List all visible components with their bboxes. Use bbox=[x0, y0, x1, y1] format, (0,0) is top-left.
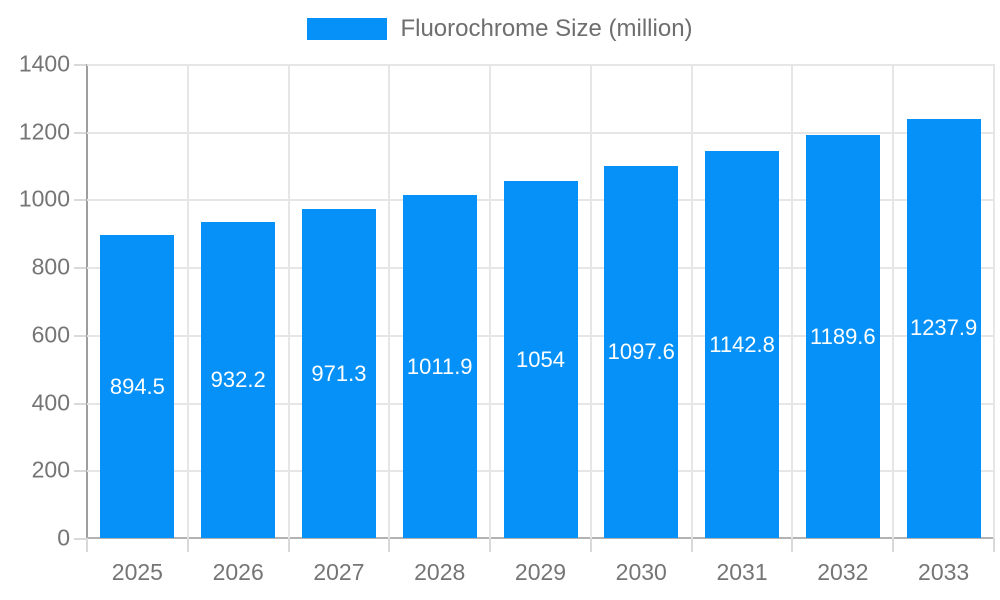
y-axis-line bbox=[86, 64, 88, 552]
y-tick bbox=[74, 131, 86, 134]
x-tick bbox=[791, 538, 794, 552]
x-tick bbox=[690, 538, 693, 552]
y-tick bbox=[74, 470, 86, 473]
x-tick bbox=[86, 538, 88, 552]
x-tick bbox=[287, 538, 290, 552]
y-axis-tick-label: 800 bbox=[31, 253, 70, 280]
x-gridline bbox=[388, 64, 391, 538]
y-tick bbox=[74, 538, 86, 540]
x-gridline bbox=[791, 64, 794, 538]
y-tick bbox=[74, 199, 86, 202]
legend[interactable]: Fluorochrome Size (million) bbox=[0, 15, 1000, 42]
plot-area: 0 200 400 600 800 1000 1200 1400 894.5 2025 932.2 2… bbox=[19, 51, 995, 585]
x-axis-tick-label: 2025 bbox=[111, 559, 163, 585]
y-axis-tick-label: 1000 bbox=[18, 185, 70, 212]
x-gridline bbox=[186, 64, 189, 538]
y-axis-tick-label: 200 bbox=[31, 456, 70, 483]
bar-value-label: 1237.9 bbox=[909, 315, 978, 341]
x-axis-tick-label: 2028 bbox=[414, 559, 466, 585]
bar[interactable]: 1011.9 bbox=[402, 195, 477, 538]
y-tick bbox=[74, 64, 86, 66]
x-axis-tick-label: 2030 bbox=[615, 559, 667, 585]
bar[interactable]: 971.3 bbox=[301, 209, 376, 538]
x-tick bbox=[186, 538, 189, 552]
bar[interactable]: 894.5 bbox=[100, 235, 175, 538]
x-tick bbox=[589, 538, 592, 552]
bar-value-label: 1054 bbox=[516, 346, 565, 372]
y-tick bbox=[74, 402, 86, 405]
x-gridline bbox=[287, 64, 290, 538]
bar-value-label: 1142.8 bbox=[709, 331, 775, 357]
bar[interactable]: 1142.8 bbox=[705, 151, 780, 538]
y-tick bbox=[74, 267, 86, 270]
x-tick bbox=[993, 538, 995, 552]
x-axis-tick-label: 2033 bbox=[918, 559, 970, 585]
x-axis-tick-label: 2032 bbox=[817, 559, 869, 585]
x-axis-tick-label: 2029 bbox=[514, 559, 567, 585]
x-axis-tick-label: 2026 bbox=[212, 559, 264, 585]
bar-value-label: 932.2 bbox=[210, 367, 266, 393]
bar[interactable]: 1097.6 bbox=[604, 166, 679, 538]
x-tick bbox=[388, 538, 391, 552]
legend-label: Fluorochrome Size (million) bbox=[400, 15, 693, 42]
x-gridline bbox=[690, 64, 693, 538]
y-tick bbox=[74, 334, 86, 337]
bar[interactable]: 1189.6 bbox=[805, 135, 880, 538]
legend-swatch-icon bbox=[307, 18, 388, 40]
y-axis-tick-label: 600 bbox=[31, 321, 70, 348]
bar-value-label: 1011.9 bbox=[406, 353, 473, 379]
bar[interactable]: 932.2 bbox=[201, 222, 276, 538]
x-tick bbox=[892, 538, 895, 552]
bar-value-label: 1097.6 bbox=[607, 339, 675, 365]
x-axis-tick-label: 2027 bbox=[313, 559, 365, 585]
y-axis-tick-label: 0 bbox=[57, 524, 70, 551]
x-axis-line bbox=[87, 537, 994, 539]
x-gridline bbox=[589, 64, 592, 538]
bar[interactable]: 1237.9 bbox=[906, 118, 981, 538]
y-axis-tick-label: 400 bbox=[31, 389, 70, 416]
y-axis-tick-label: 1400 bbox=[18, 50, 70, 77]
bar-value-label: 971.3 bbox=[311, 360, 367, 386]
y-gridline bbox=[87, 64, 994, 66]
x-gridline bbox=[489, 64, 492, 538]
bar-value-label: 894.5 bbox=[109, 373, 165, 399]
x-tick bbox=[489, 538, 492, 552]
bar-value-label: 1189.6 bbox=[810, 323, 876, 349]
bar[interactable]: 1054 bbox=[503, 181, 578, 538]
x-axis-tick-label: 2031 bbox=[716, 559, 768, 585]
y-gridline bbox=[87, 131, 994, 134]
y-axis-tick-label: 1200 bbox=[18, 118, 70, 145]
x-gridline bbox=[892, 64, 895, 538]
x-gridline bbox=[993, 64, 995, 538]
